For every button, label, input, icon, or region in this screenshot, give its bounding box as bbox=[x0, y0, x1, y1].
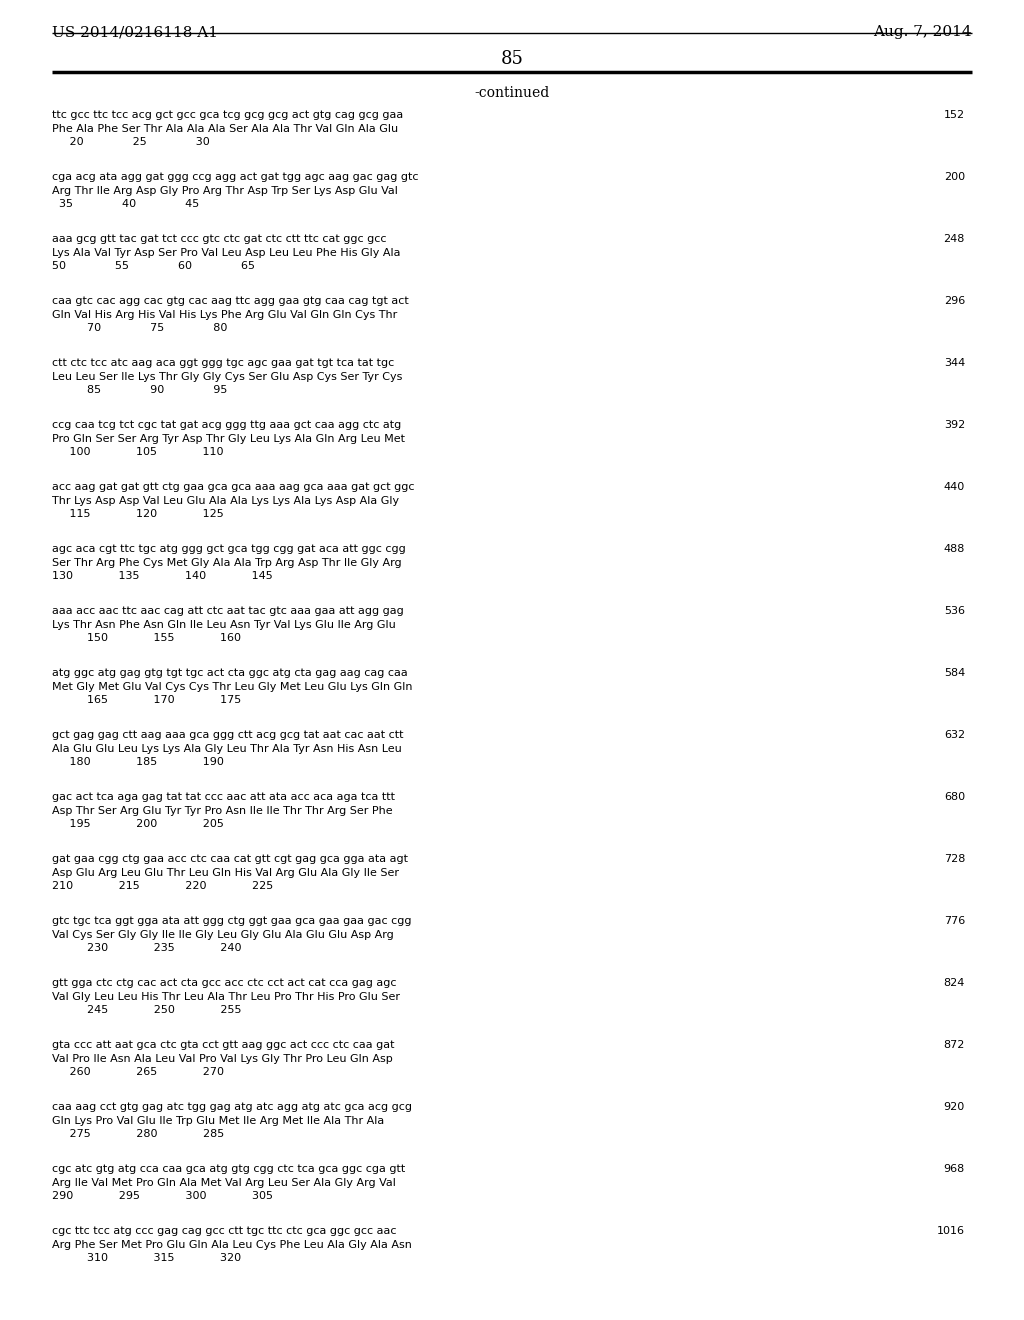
Text: 1016: 1016 bbox=[937, 1226, 965, 1236]
Text: 35              40              45: 35 40 45 bbox=[52, 199, 200, 209]
Text: 296: 296 bbox=[944, 296, 965, 306]
Text: 165             170             175: 165 170 175 bbox=[52, 696, 242, 705]
Text: Phe Ala Phe Ser Thr Ala Ala Ala Ser Ala Ala Thr Val Gln Ala Glu: Phe Ala Phe Ser Thr Ala Ala Ala Ser Ala … bbox=[52, 124, 398, 133]
Text: 100             105             110: 100 105 110 bbox=[52, 447, 223, 457]
Text: 115             120             125: 115 120 125 bbox=[52, 510, 224, 519]
Text: Val Gly Leu Leu His Thr Leu Ala Thr Leu Pro Thr His Pro Glu Ser: Val Gly Leu Leu His Thr Leu Ala Thr Leu … bbox=[52, 991, 400, 1002]
Text: Met Gly Met Glu Val Cys Cys Thr Leu Gly Met Leu Glu Lys Gln Gln: Met Gly Met Glu Val Cys Cys Thr Leu Gly … bbox=[52, 681, 413, 692]
Text: Lys Thr Asn Phe Asn Gln Ile Leu Asn Tyr Val Lys Glu Ile Arg Glu: Lys Thr Asn Phe Asn Gln Ile Leu Asn Tyr … bbox=[52, 619, 395, 630]
Text: 130             135             140             145: 130 135 140 145 bbox=[52, 572, 272, 581]
Text: aaa gcg gtt tac gat tct ccc gtc ctc gat ctc ctt ttc cat ggc gcc: aaa gcg gtt tac gat tct ccc gtc ctc gat … bbox=[52, 234, 386, 244]
Text: 85: 85 bbox=[501, 50, 523, 69]
Text: Asp Glu Arg Leu Glu Thr Leu Gln His Val Arg Glu Ala Gly Ile Ser: Asp Glu Arg Leu Glu Thr Leu Gln His Val … bbox=[52, 867, 399, 878]
Text: Ala Glu Glu Leu Lys Lys Ala Gly Leu Thr Ala Tyr Asn His Asn Leu: Ala Glu Glu Leu Lys Lys Ala Gly Leu Thr … bbox=[52, 743, 401, 754]
Text: agc aca cgt ttc tgc atg ggg gct gca tgg cgg gat aca att ggc cgg: agc aca cgt ttc tgc atg ggg gct gca tgg … bbox=[52, 544, 406, 554]
Text: Arg Phe Ser Met Pro Glu Gln Ala Leu Cys Phe Leu Ala Gly Ala Asn: Arg Phe Ser Met Pro Glu Gln Ala Leu Cys … bbox=[52, 1239, 412, 1250]
Text: -continued: -continued bbox=[474, 86, 550, 100]
Text: 200: 200 bbox=[944, 172, 965, 182]
Text: 180             185             190: 180 185 190 bbox=[52, 756, 224, 767]
Text: 290             295             300             305: 290 295 300 305 bbox=[52, 1191, 273, 1201]
Text: Ser Thr Arg Phe Cys Met Gly Ala Ala Trp Arg Asp Thr Ile Gly Arg: Ser Thr Arg Phe Cys Met Gly Ala Ala Trp … bbox=[52, 557, 401, 568]
Text: 968: 968 bbox=[944, 1164, 965, 1173]
Text: caa aag cct gtg gag atc tgg gag atg atc agg atg atc gca acg gcg: caa aag cct gtg gag atc tgg gag atg atc … bbox=[52, 1102, 412, 1111]
Text: Val Pro Ile Asn Ala Leu Val Pro Val Lys Gly Thr Pro Leu Gln Asp: Val Pro Ile Asn Ala Leu Val Pro Val Lys … bbox=[52, 1053, 393, 1064]
Text: gtc tgc tca ggt gga ata att ggg ctg ggt gaa gca gaa gaa gac cgg: gtc tgc tca ggt gga ata att ggg ctg ggt … bbox=[52, 916, 412, 927]
Text: 20              25              30: 20 25 30 bbox=[52, 137, 210, 147]
Text: Arg Thr Ile Arg Asp Gly Pro Arg Thr Asp Trp Ser Lys Asp Glu Val: Arg Thr Ile Arg Asp Gly Pro Arg Thr Asp … bbox=[52, 186, 398, 195]
Text: ttc gcc ttc tcc acg gct gcc gca tcg gcg gcg act gtg cag gcg gaa: ttc gcc ttc tcc acg gct gcc gca tcg gcg … bbox=[52, 110, 403, 120]
Text: 920: 920 bbox=[944, 1102, 965, 1111]
Text: gat gaa cgg ctg gaa acc ctc caa cat gtt cgt gag gca gga ata agt: gat gaa cgg ctg gaa acc ctc caa cat gtt … bbox=[52, 854, 408, 865]
Text: Val Cys Ser Gly Gly Ile Ile Gly Leu Gly Glu Ala Glu Glu Asp Arg: Val Cys Ser Gly Gly Ile Ile Gly Leu Gly … bbox=[52, 929, 394, 940]
Text: acc aag gat gat gtt ctg gaa gca gca aaa aag gca aaa gat gct ggc: acc aag gat gat gtt ctg gaa gca gca aaa … bbox=[52, 482, 415, 492]
Text: Asp Thr Ser Arg Glu Tyr Tyr Pro Asn Ile Ile Thr Thr Arg Ser Phe: Asp Thr Ser Arg Glu Tyr Tyr Pro Asn Ile … bbox=[52, 805, 392, 816]
Text: Lys Ala Val Tyr Asp Ser Pro Val Leu Asp Leu Leu Phe His Gly Ala: Lys Ala Val Tyr Asp Ser Pro Val Leu Asp … bbox=[52, 248, 400, 257]
Text: 488: 488 bbox=[944, 544, 965, 554]
Text: cga acg ata agg gat ggg ccg agg act gat tgg agc aag gac gag gtc: cga acg ata agg gat ggg ccg agg act gat … bbox=[52, 172, 419, 182]
Text: cgc ttc tcc atg ccc gag cag gcc ctt tgc ttc ctc gca ggc gcc aac: cgc ttc tcc atg ccc gag cag gcc ctt tgc … bbox=[52, 1226, 396, 1236]
Text: 150             155             160: 150 155 160 bbox=[52, 634, 241, 643]
Text: gta ccc att aat gca ctc gta cct gtt aag ggc act ccc ctc caa gat: gta ccc att aat gca ctc gta cct gtt aag … bbox=[52, 1040, 394, 1049]
Text: 440: 440 bbox=[944, 482, 965, 492]
Text: Gln Val His Arg His Val His Lys Phe Arg Glu Val Gln Gln Cys Thr: Gln Val His Arg His Val His Lys Phe Arg … bbox=[52, 309, 397, 319]
Text: 536: 536 bbox=[944, 606, 965, 616]
Text: 248: 248 bbox=[944, 234, 965, 244]
Text: 245             250             255: 245 250 255 bbox=[52, 1005, 242, 1015]
Text: 728: 728 bbox=[944, 854, 965, 865]
Text: 210             215             220             225: 210 215 220 225 bbox=[52, 880, 273, 891]
Text: 152: 152 bbox=[944, 110, 965, 120]
Text: 310             315             320: 310 315 320 bbox=[52, 1253, 241, 1263]
Text: gac act tca aga gag tat tat ccc aac att ata acc aca aga tca ttt: gac act tca aga gag tat tat ccc aac att … bbox=[52, 792, 395, 803]
Text: cgc atc gtg atg cca caa gca atg gtg cgg ctc tca gca ggc cga gtt: cgc atc gtg atg cca caa gca atg gtg cgg … bbox=[52, 1164, 406, 1173]
Text: 70              75              80: 70 75 80 bbox=[52, 323, 227, 333]
Text: 872: 872 bbox=[944, 1040, 965, 1049]
Text: 260             265             270: 260 265 270 bbox=[52, 1067, 224, 1077]
Text: 584: 584 bbox=[944, 668, 965, 678]
Text: Gln Lys Pro Val Glu Ile Trp Glu Met Ile Arg Met Ile Ala Thr Ala: Gln Lys Pro Val Glu Ile Trp Glu Met Ile … bbox=[52, 1115, 384, 1126]
Text: 50              55              60              65: 50 55 60 65 bbox=[52, 261, 255, 271]
Text: 776: 776 bbox=[944, 916, 965, 927]
Text: ctt ctc tcc atc aag aca ggt ggg tgc agc gaa gat tgt tca tat tgc: ctt ctc tcc atc aag aca ggt ggg tgc agc … bbox=[52, 358, 394, 368]
Text: gct gag gag ctt aag aaa gca ggg ctt acg gcg tat aat cac aat ctt: gct gag gag ctt aag aaa gca ggg ctt acg … bbox=[52, 730, 403, 741]
Text: atg ggc atg gag gtg tgt tgc act cta ggc atg cta gag aag cag caa: atg ggc atg gag gtg tgt tgc act cta ggc … bbox=[52, 668, 408, 678]
Text: Pro Gln Ser Ser Arg Tyr Asp Thr Gly Leu Lys Ala Gln Arg Leu Met: Pro Gln Ser Ser Arg Tyr Asp Thr Gly Leu … bbox=[52, 433, 406, 444]
Text: 85              90              95: 85 90 95 bbox=[52, 385, 227, 395]
Text: 392: 392 bbox=[944, 420, 965, 430]
Text: 344: 344 bbox=[944, 358, 965, 368]
Text: 275             280             285: 275 280 285 bbox=[52, 1129, 224, 1139]
Text: Aug. 7, 2014: Aug. 7, 2014 bbox=[873, 25, 972, 40]
Text: 632: 632 bbox=[944, 730, 965, 741]
Text: Arg Ile Val Met Pro Gln Ala Met Val Arg Leu Ser Ala Gly Arg Val: Arg Ile Val Met Pro Gln Ala Met Val Arg … bbox=[52, 1177, 396, 1188]
Text: caa gtc cac agg cac gtg cac aag ttc agg gaa gtg caa cag tgt act: caa gtc cac agg cac gtg cac aag ttc agg … bbox=[52, 296, 409, 306]
Text: Leu Leu Ser Ile Lys Thr Gly Gly Cys Ser Glu Asp Cys Ser Tyr Cys: Leu Leu Ser Ile Lys Thr Gly Gly Cys Ser … bbox=[52, 371, 402, 381]
Text: 230             235             240: 230 235 240 bbox=[52, 942, 242, 953]
Text: US 2014/0216118 A1: US 2014/0216118 A1 bbox=[52, 25, 218, 40]
Text: 824: 824 bbox=[944, 978, 965, 987]
Text: ccg caa tcg tct cgc tat gat acg ggg ttg aaa gct caa agg ctc atg: ccg caa tcg tct cgc tat gat acg ggg ttg … bbox=[52, 420, 401, 430]
Text: gtt gga ctc ctg cac act cta gcc acc ctc cct act cat cca gag agc: gtt gga ctc ctg cac act cta gcc acc ctc … bbox=[52, 978, 396, 987]
Text: Thr Lys Asp Asp Val Leu Glu Ala Ala Lys Lys Ala Lys Asp Ala Gly: Thr Lys Asp Asp Val Leu Glu Ala Ala Lys … bbox=[52, 495, 399, 506]
Text: aaa acc aac ttc aac cag att ctc aat tac gtc aaa gaa att agg gag: aaa acc aac ttc aac cag att ctc aat tac … bbox=[52, 606, 403, 616]
Text: 195             200             205: 195 200 205 bbox=[52, 818, 224, 829]
Text: 680: 680 bbox=[944, 792, 965, 803]
